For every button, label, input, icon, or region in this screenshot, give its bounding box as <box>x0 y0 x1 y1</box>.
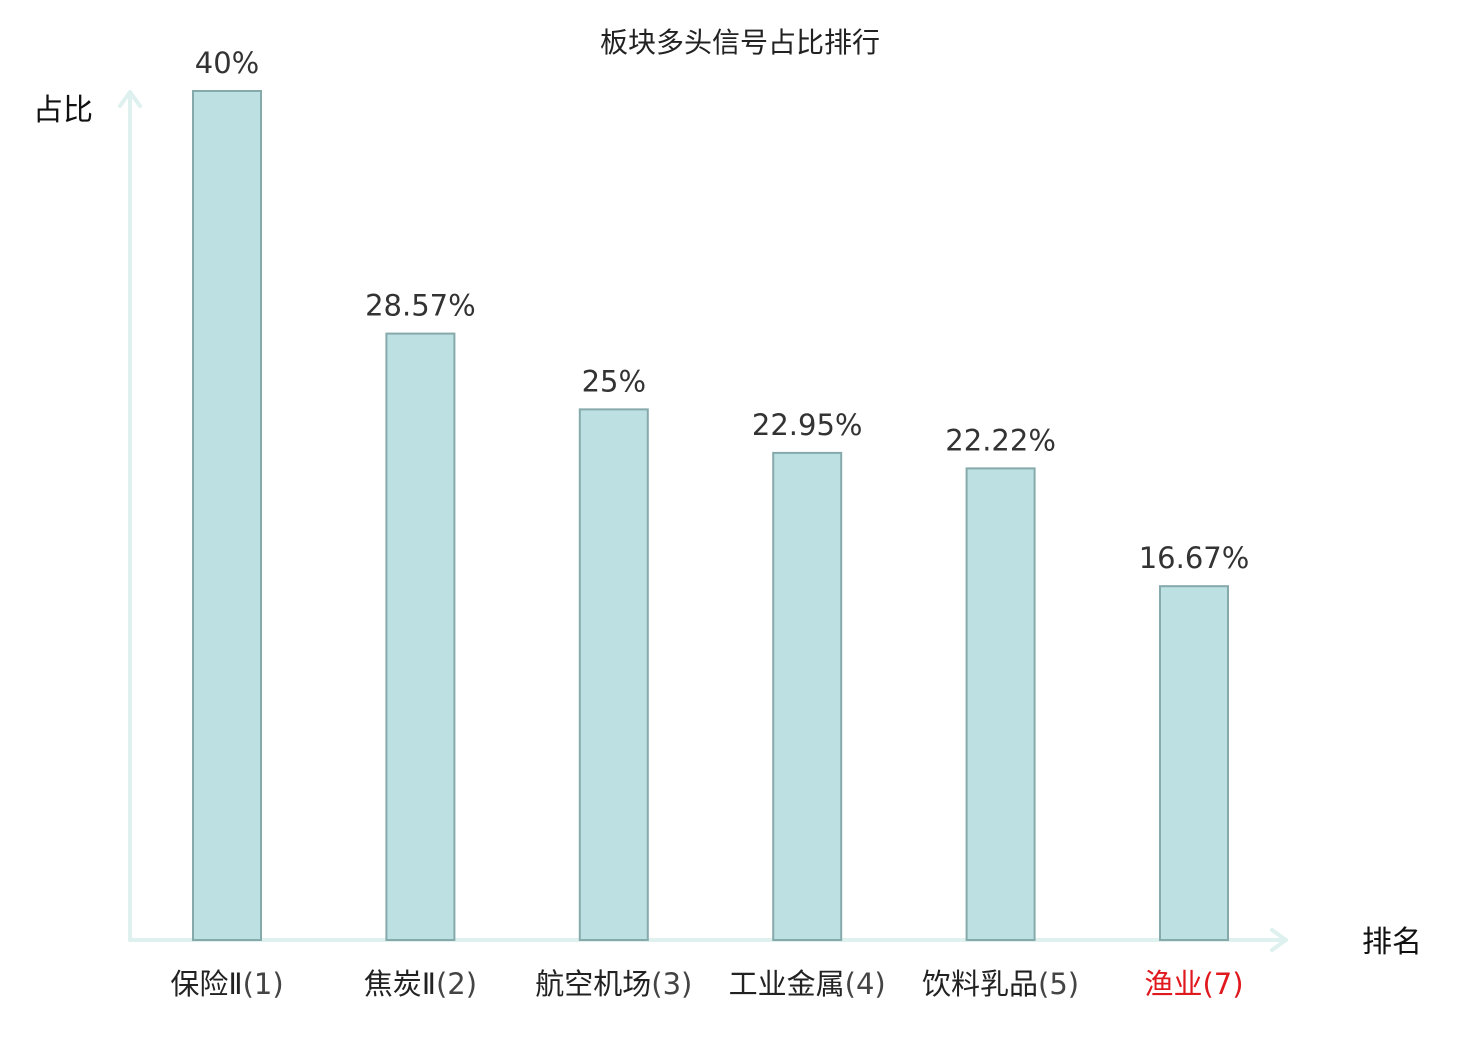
category-name: 保险Ⅱ <box>170 967 242 1001</box>
bar <box>385 332 456 941</box>
category-label: 工业金属(4) <box>729 967 886 1001</box>
bar <box>578 408 649 941</box>
category-rank: (4) <box>845 967 886 1001</box>
category-label: 焦炭Ⅱ(2) <box>364 967 477 1001</box>
bar-value-label: 22.22% <box>945 423 1056 457</box>
bar-value-label: 16.67% <box>1139 541 1250 575</box>
category-rank: (3) <box>651 967 692 1001</box>
bar-value-label: 28.57% <box>365 289 476 323</box>
category-rank: (7) <box>1202 967 1243 1001</box>
y-axis-arrow <box>118 90 142 108</box>
category-name: 饮料乳品 <box>922 967 1038 1001</box>
category-label: 饮料乳品(5) <box>922 967 1079 1001</box>
bar <box>1159 585 1229 941</box>
category-label-group: 保险Ⅱ(1) 焦炭Ⅱ(2) 航空机场(3) 工业金属(4) 饮料乳品(5) 渔业(7) <box>170 967 1243 1001</box>
bar-value-label: 40% <box>195 46 259 80</box>
value-label-group: 40% 28.57% 25% 22.95% 22.22% 16.67% <box>195 46 1250 575</box>
chart-title: 板块多头信号占比排行 <box>600 26 880 59</box>
y-axis-label: 占比 <box>33 93 93 128</box>
bar <box>192 90 262 941</box>
bar-value-label: 25% <box>582 364 646 398</box>
category-name: 航空机场 <box>535 967 651 1001</box>
category-label: 航空机场(3) <box>535 967 692 1001</box>
bar <box>772 451 843 941</box>
category-label: 保险Ⅱ(1) <box>170 967 283 1001</box>
bar <box>965 467 1036 941</box>
bar-value-label: 22.95% <box>752 408 863 442</box>
category-rank: (1) <box>243 967 284 1001</box>
chart-axes <box>118 90 1288 952</box>
category-rank: (5) <box>1038 967 1079 1001</box>
bar-group <box>192 90 1229 941</box>
category-name: 焦炭Ⅱ <box>364 967 436 1001</box>
x-axis-label: 排名 <box>1362 925 1422 960</box>
category-name: 渔业 <box>1144 967 1202 1001</box>
x-axis-arrow <box>1270 928 1288 952</box>
category-rank: (2) <box>436 967 477 1001</box>
category-label: 渔业(7) <box>1144 967 1243 1001</box>
category-name: 工业金属 <box>729 967 845 1001</box>
